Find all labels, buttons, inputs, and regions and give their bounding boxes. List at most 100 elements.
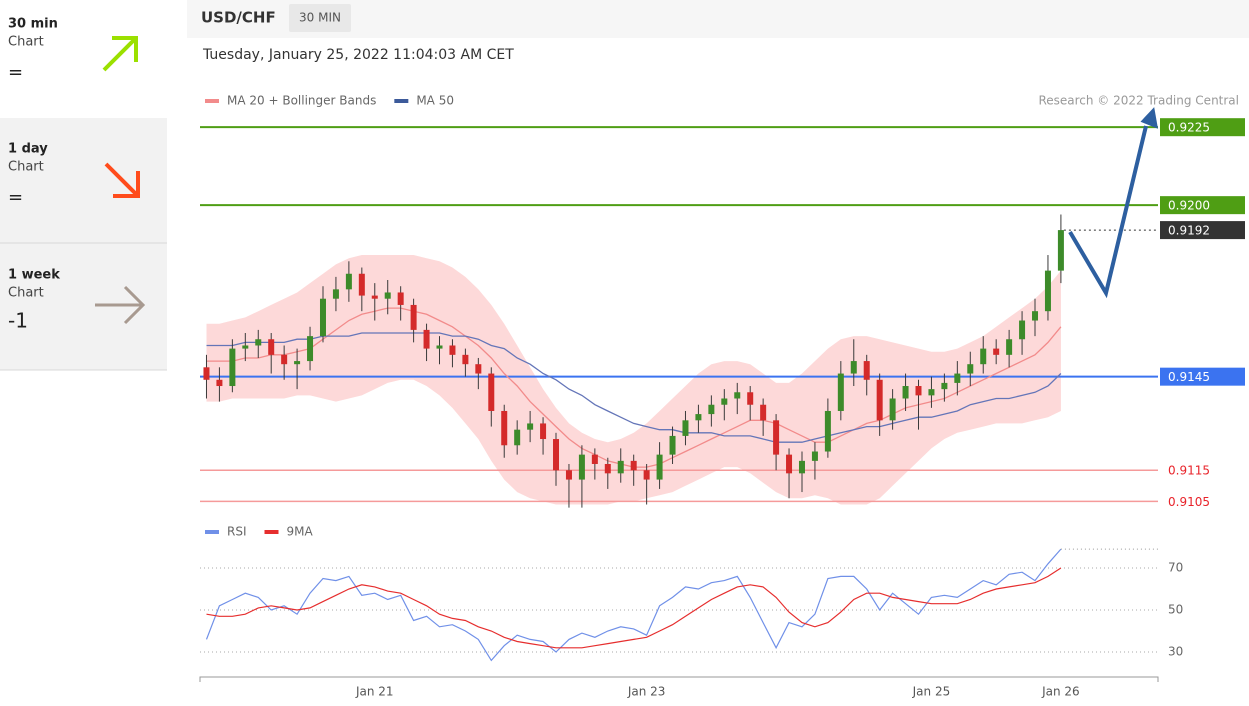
candle-body bbox=[488, 373, 495, 411]
candle-body bbox=[591, 454, 598, 464]
rsi-line bbox=[205, 548, 1062, 662]
candle-body bbox=[915, 386, 922, 396]
candle-body bbox=[850, 361, 857, 374]
level-box bbox=[1160, 367, 1245, 386]
candle-body bbox=[630, 460, 637, 471]
candle-body bbox=[604, 463, 611, 474]
x-tick-label: Jan 23 bbox=[627, 685, 666, 699]
candle-body bbox=[358, 273, 365, 296]
candle-body bbox=[786, 454, 793, 474]
candle-body bbox=[837, 373, 844, 411]
candle-body bbox=[514, 429, 521, 446]
plot: 0.9225 0.9200 0.9192 0.9145 0.9115 0.9105 MA 2… bbox=[199, 94, 1245, 699]
candle-body bbox=[928, 389, 935, 396]
candle-body bbox=[876, 379, 883, 421]
candle-body bbox=[371, 295, 378, 299]
signal-period: 1 week bbox=[8, 268, 60, 283]
candle-body bbox=[1019, 320, 1026, 340]
level-box bbox=[1160, 118, 1245, 137]
legend-swatch bbox=[205, 530, 219, 534]
candle-body bbox=[384, 292, 391, 299]
candle-body bbox=[332, 289, 339, 299]
candle-body bbox=[565, 470, 572, 480]
signal-label: Chart bbox=[8, 35, 44, 50]
projection bbox=[1068, 125, 1148, 299]
candle-body bbox=[1044, 270, 1051, 312]
legend-label: RSI bbox=[227, 525, 247, 539]
level-label: 0.9192 bbox=[1168, 224, 1210, 238]
signal-panel[interactable] bbox=[0, 0, 167, 118]
candle-body bbox=[682, 420, 689, 436]
signal-value: -1 bbox=[8, 309, 28, 333]
candle-body bbox=[798, 460, 805, 474]
candle-body bbox=[216, 379, 223, 387]
candle-body bbox=[462, 354, 469, 365]
candle-body bbox=[436, 345, 443, 349]
level-label: 0.9105 bbox=[1168, 495, 1210, 509]
candle-body bbox=[294, 361, 301, 365]
candle-body bbox=[824, 410, 831, 452]
arrow-down bbox=[104, 162, 140, 198]
candle-body bbox=[941, 382, 948, 390]
legend-swatch bbox=[394, 99, 409, 103]
candle-body bbox=[229, 348, 236, 387]
candle-body bbox=[967, 364, 974, 374]
candle-body bbox=[993, 348, 1000, 355]
candle-body bbox=[281, 354, 288, 365]
level-label: 0.9200 bbox=[1168, 199, 1210, 213]
candle-body bbox=[721, 398, 728, 405]
level-label: 0.9145 bbox=[1168, 370, 1210, 384]
x-tick-label: Jan 25 bbox=[912, 685, 951, 699]
candle-body bbox=[242, 345, 249, 349]
y-tick-label: 70 bbox=[1168, 561, 1183, 575]
signal-label: Chart bbox=[8, 160, 44, 175]
signal-panel[interactable] bbox=[0, 118, 167, 243]
level-box bbox=[1160, 221, 1245, 240]
candle-body bbox=[268, 339, 275, 355]
interval-badge[interactable] bbox=[289, 4, 351, 32]
candle-body bbox=[527, 423, 534, 430]
candle-body bbox=[708, 404, 715, 415]
candle-body bbox=[695, 414, 702, 421]
signal-period: 1 day bbox=[8, 142, 48, 157]
signal-value: = bbox=[8, 187, 23, 208]
candle-body bbox=[397, 292, 404, 305]
legend-label: MA 20 + Bollinger Bands bbox=[227, 94, 376, 108]
candle-body bbox=[656, 454, 663, 480]
candle-body bbox=[345, 273, 352, 290]
symbol: USD/CHF bbox=[201, 9, 276, 27]
header-bar bbox=[187, 0, 1249, 38]
arrow-right bbox=[95, 285, 146, 325]
candle-body bbox=[954, 373, 961, 383]
candle-body bbox=[423, 329, 430, 349]
candle-body bbox=[540, 423, 547, 440]
candle-body bbox=[319, 298, 326, 337]
candle-body bbox=[902, 386, 909, 399]
candle-body bbox=[501, 410, 508, 446]
legend-label: 9MA bbox=[287, 525, 314, 539]
legend-swatch bbox=[205, 99, 219, 103]
candle-body bbox=[475, 364, 482, 374]
candle-body bbox=[643, 470, 650, 480]
x-axis bbox=[199, 676, 1159, 682]
candle-body bbox=[747, 392, 754, 405]
candle-body bbox=[1057, 230, 1064, 271]
x-tick-label: Jan 21 bbox=[355, 685, 394, 699]
y-tick-label: 30 bbox=[1168, 645, 1183, 659]
legend-swatch bbox=[264, 530, 279, 534]
timestamp: Tuesday, January 25, 2022 11:04:03 AM CE… bbox=[202, 47, 514, 63]
candle-body bbox=[578, 454, 585, 480]
rsi-line bbox=[206, 567, 1062, 649]
candle-body bbox=[617, 460, 624, 474]
candle-body bbox=[980, 348, 987, 365]
level-label: 0.9225 bbox=[1168, 121, 1210, 135]
candle-body bbox=[863, 361, 870, 380]
y-tick-label: 50 bbox=[1168, 603, 1183, 617]
candle-body bbox=[889, 398, 896, 421]
candle-body bbox=[1032, 311, 1039, 321]
candle-body bbox=[669, 435, 676, 455]
candle-body bbox=[410, 304, 417, 330]
candle-body bbox=[255, 339, 262, 346]
